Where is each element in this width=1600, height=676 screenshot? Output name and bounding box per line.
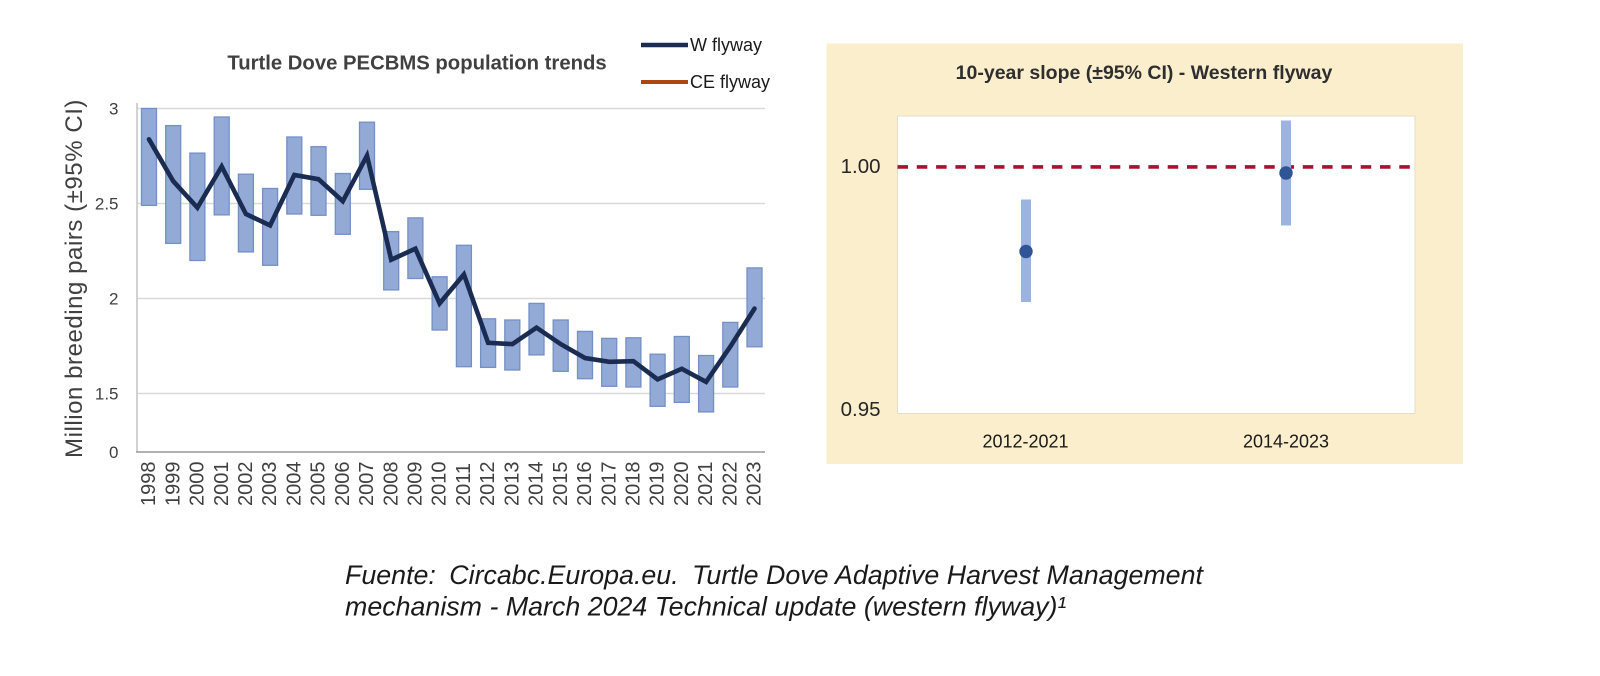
svg-text:2015: 2015: [550, 462, 572, 507]
svg-text:2: 2: [109, 290, 118, 309]
svg-text:2011: 2011: [453, 463, 475, 506]
svg-text:3: 3: [109, 100, 118, 119]
svg-text:2005: 2005: [308, 462, 330, 507]
svg-text:2013: 2013: [501, 462, 523, 507]
svg-text:2023: 2023: [744, 462, 766, 507]
svg-text:0: 0: [109, 443, 118, 462]
svg-text:2017: 2017: [598, 462, 620, 507]
svg-text:CE flyway: CE flyway: [690, 72, 770, 92]
svg-text:2021: 2021: [695, 462, 717, 507]
svg-text:mechanism - March 2024 Technic: mechanism - March 2024 Technical update …: [345, 592, 1066, 622]
svg-text:2010: 2010: [429, 462, 451, 507]
svg-text:2000: 2000: [187, 462, 209, 507]
svg-text:2016: 2016: [574, 462, 596, 507]
svg-text:2014-2023: 2014-2023: [1243, 432, 1329, 452]
svg-text:2006: 2006: [332, 462, 354, 507]
svg-text:10-year slope (±95% CI) - West: 10-year slope (±95% CI) - Western flyway: [956, 62, 1333, 84]
svg-text:2003: 2003: [259, 462, 281, 507]
svg-text:2012: 2012: [477, 462, 499, 507]
svg-text:2007: 2007: [356, 462, 378, 507]
svg-text:2002: 2002: [235, 462, 257, 507]
svg-text:2001: 2001: [211, 462, 233, 507]
svg-text:2008: 2008: [380, 462, 402, 507]
svg-text:2.5: 2.5: [95, 195, 119, 214]
svg-text:1998: 1998: [138, 462, 160, 507]
svg-text:Turtle Dove PECBMS population: Turtle Dove PECBMS population trends: [227, 53, 606, 75]
svg-text:2004: 2004: [283, 462, 305, 507]
svg-text:2019: 2019: [647, 462, 669, 507]
svg-text:0.95: 0.95: [841, 398, 881, 421]
svg-text:2020: 2020: [671, 462, 693, 507]
svg-text:2009: 2009: [405, 462, 427, 507]
svg-text:2014: 2014: [526, 462, 548, 507]
svg-text:1.5: 1.5: [95, 385, 119, 404]
svg-text:1.00: 1.00: [841, 155, 881, 178]
svg-text:Fuente: Circabc.Europa.eu. Tur: Fuente: Circabc.Europa.eu. Turtle Dove A…: [345, 560, 1204, 590]
svg-text:2022: 2022: [719, 462, 741, 507]
svg-text:2012-2021: 2012-2021: [982, 432, 1068, 452]
svg-text:1999: 1999: [162, 462, 184, 507]
svg-text:Million breeding pairs (±95% C: Million breeding pairs (±95% CI): [61, 99, 88, 458]
svg-text:W flyway: W flyway: [690, 35, 762, 55]
svg-text:2018: 2018: [623, 462, 645, 507]
